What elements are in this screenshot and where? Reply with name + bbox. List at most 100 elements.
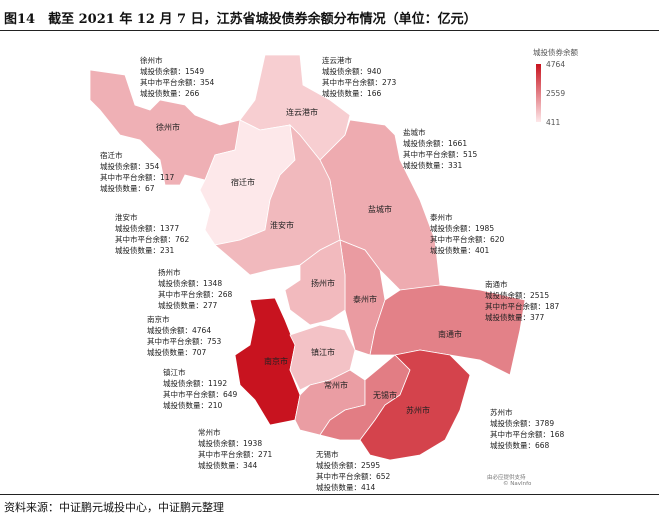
info-city-name: 盐城市 [403,127,477,138]
region-suzhou[interactable] [359,349,471,461]
field-value: 168 [550,430,565,439]
info-city-platform-balance: 其中市平台余额：117 [100,172,174,183]
field-label: 其中市平台余额： [403,150,463,159]
field-value: 泰州市 [430,213,453,222]
region-label-nanjing: 南京市 [264,356,288,366]
field-label: 城投债数量： [485,313,530,322]
region-nantong[interactable] [369,284,526,376]
info-balance: 城投债余额：354 [100,161,174,172]
field-value: 940 [367,67,382,76]
field-label: 其中市平台余额： [198,450,258,459]
field-value: 401 [475,246,490,255]
field-value: 620 [490,235,505,244]
info-city-platform-balance: 其中市平台余额：271 [198,449,272,460]
field-label: 城投债余额： [322,67,367,76]
region-label-yancheng: 盐城市 [368,204,392,214]
info-bond-count: 城投债数量：231 [115,245,189,256]
field-label: 其中市平台余额： [147,337,207,346]
region-yangzhou[interactable] [284,239,346,326]
field-value: 3789 [535,419,555,428]
field-value: 淮安市 [115,213,138,222]
field-label: 城投债余额： [198,439,243,448]
field-value: 1377 [160,224,180,233]
info-city-platform-balance: 其中市平台余额：649 [163,389,237,400]
field-label: 城投债余额： [485,291,530,300]
info-balance: 城投债余额：1377 [115,223,189,234]
field-value: 414 [361,483,376,492]
region-label-taizhou: 泰州市 [353,294,377,304]
info-balance: 城投债余额：1348 [158,278,232,289]
field-value: 268 [218,290,233,299]
field-value: 扬州市 [158,268,181,277]
field-label: 其中市平台余额： [490,430,550,439]
field-value: 盐城市 [403,128,426,137]
info-nanjing: 南京市 城投债余额：4764 其中市平台余额：753 城投债数量：707 [147,314,221,358]
field-value: 常州市 [198,428,221,437]
region-nanjing[interactable] [234,297,301,426]
info-city-name: 苏州市 [490,407,564,418]
field-value: 753 [207,337,222,346]
legend-max: 4764 [546,60,566,69]
info-city-platform-balance: 其中市平台余额：652 [316,471,390,482]
field-value: 266 [185,89,200,98]
legend-gradient-bar [536,64,541,122]
map-copyright: © NavInfo [503,481,532,487]
info-nantong: 南通市 城投债余额：2515 其中市平台余额：187 城投债数量：377 [485,279,559,323]
field-value: 277 [203,301,218,310]
info-suzhou: 苏州市 城投债余额：3789 其中市平台余额：168 城投债数量：668 [490,407,564,451]
info-city-name: 淮安市 [115,212,189,223]
region-label-suqian: 宿迁市 [231,177,255,187]
field-label: 城投债余额： [163,379,208,388]
info-city-platform-balance: 其中市平台余额：354 [140,77,214,88]
info-yancheng: 盐城市 城投债余额：1661 其中市平台余额：515 城投债数量：331 [403,127,477,171]
field-value: 1661 [448,139,468,148]
field-label: 城投债余额： [158,279,203,288]
field-value: 271 [258,450,273,459]
field-value: 210 [208,401,223,410]
region-huaian[interactable] [214,123,341,276]
info-balance: 城投债余额：1192 [163,378,237,389]
info-city-name: 无锡市 [316,449,390,460]
info-balance: 城投债余额：1985 [430,223,504,234]
info-city-name: 扬州市 [158,267,232,278]
title-rule [0,30,659,31]
field-label: 城投债数量： [490,441,535,450]
field-label: 其中市平台余额： [163,390,223,399]
info-city-platform-balance: 其中市平台余额：620 [430,234,504,245]
footer-rule [0,494,659,495]
field-value: 1348 [203,279,223,288]
field-label: 城投债余额： [490,419,535,428]
field-label: 城投债余额： [115,224,160,233]
info-city-name: 徐州市 [140,55,214,66]
field-value: 徐州市 [140,56,163,65]
field-label: 城投债数量： [100,184,145,193]
figure-title: 图14 截至 2021 年 12 月 7 日，江苏省城投债券余额分布情况（单位：… [4,12,477,27]
info-balance: 城投债余额：940 [322,66,396,77]
legend-mid: 2559 [546,89,566,98]
info-city-name: 宿迁市 [100,150,174,161]
info-city-name: 南通市 [485,279,559,290]
field-value: 1985 [475,224,495,233]
info-balance: 城投债余额：2595 [316,460,390,471]
field-label: 其中市平台余额： [158,290,218,299]
field-value: 连云港市 [322,56,352,65]
info-xuzhou: 徐州市 城投债余额：1549 其中市平台余额：354 城投债数量：266 [140,55,214,99]
info-city-name: 连云港市 [322,55,396,66]
field-value: 苏州市 [490,408,513,417]
region-label-huaian: 淮安市 [270,220,294,230]
field-value: 无锡市 [316,450,339,459]
field-value: 67 [145,184,155,193]
field-value: 镇江市 [163,368,186,377]
field-value: 377 [530,313,545,322]
field-label: 城投债余额： [403,139,448,148]
info-city-name: 镇江市 [163,367,237,378]
info-balance: 城投债余额：4764 [147,325,221,336]
field-value: 762 [175,235,190,244]
info-huaian: 淮安市 城投债余额：1377 其中市平台余额：762 城投债数量：231 [115,212,189,256]
field-value: 2515 [530,291,550,300]
info-bond-count: 城投债数量：266 [140,88,214,99]
field-label: 其中市平台余额： [430,235,490,244]
info-balance: 城投债余额：2515 [485,290,559,301]
field-label: 城投债余额： [147,326,192,335]
